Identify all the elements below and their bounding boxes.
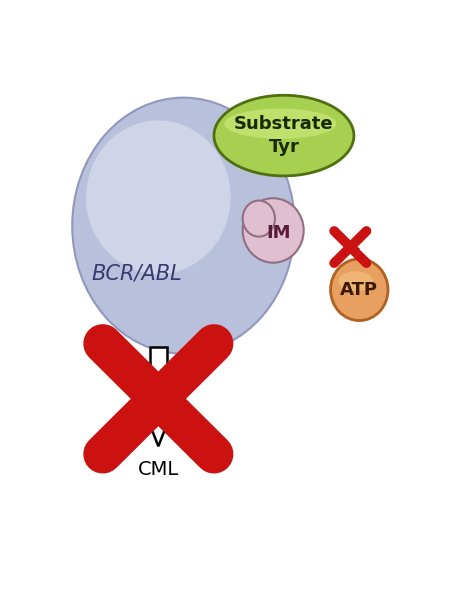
Ellipse shape	[243, 198, 304, 262]
Ellipse shape	[86, 120, 231, 274]
Ellipse shape	[214, 95, 354, 176]
Text: ATP: ATP	[340, 281, 378, 299]
Text: IM: IM	[266, 224, 291, 242]
Text: Substrate
Tyr: Substrate Tyr	[234, 115, 334, 156]
Text: BCR/ABL: BCR/ABL	[91, 263, 182, 283]
Ellipse shape	[225, 108, 336, 139]
Polygon shape	[150, 347, 167, 406]
Text: CML: CML	[138, 461, 179, 479]
Ellipse shape	[331, 259, 388, 320]
Ellipse shape	[72, 97, 295, 354]
Ellipse shape	[243, 201, 275, 237]
Polygon shape	[143, 406, 174, 446]
Ellipse shape	[338, 271, 373, 291]
